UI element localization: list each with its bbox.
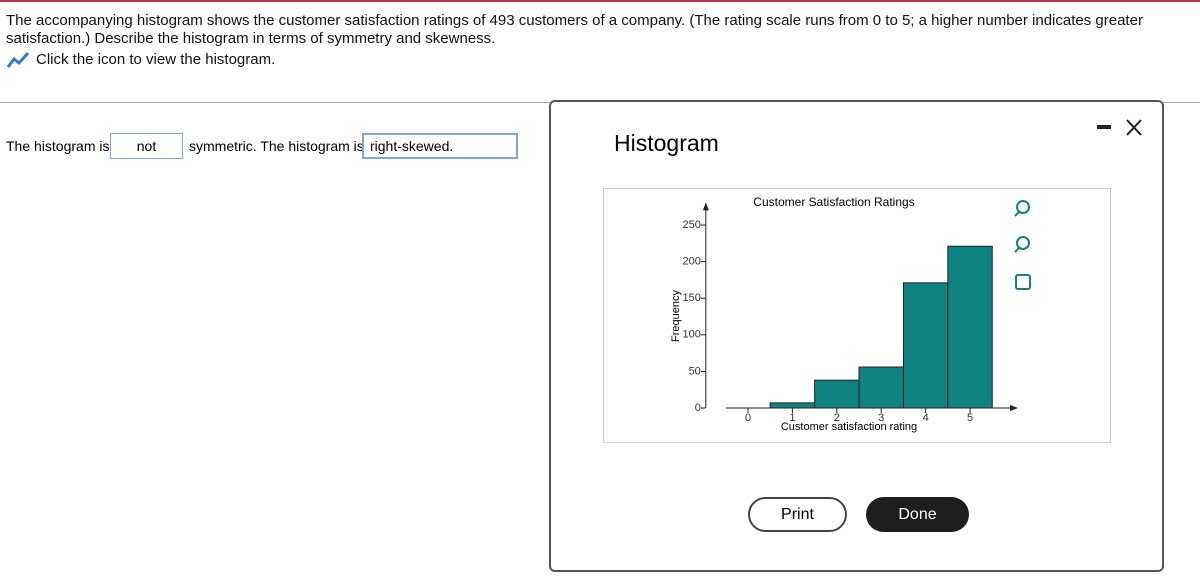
- bar: [858, 366, 904, 409]
- dialog-title: Histogram: [614, 130, 719, 156]
- view-link[interactable]: Click the icon to view the histogram.: [36, 51, 276, 68]
- zoom-tools[interactable]: [1014, 200, 1031, 290]
- x-tick-label: 1: [789, 412, 795, 424]
- chart-title: Customer Satisfaction Ratings: [753, 195, 914, 209]
- y-arrow: [702, 202, 709, 211]
- answer-prefix: The histogram is: [6, 138, 110, 154]
- bar: [902, 282, 949, 409]
- x-axis-label: Customer satisfaction rating: [781, 421, 917, 433]
- y-tick-label: 0: [695, 402, 701, 414]
- y-tick-label: 150: [682, 292, 700, 304]
- x-tick-label: 2: [834, 412, 840, 424]
- y-tick-label: 200: [682, 256, 700, 268]
- bar: [769, 402, 816, 409]
- answer-choice[interactable]: not: [110, 133, 183, 159]
- y-tick-label: 100: [682, 329, 700, 341]
- answer-middle: symmetric. The histogram is: [189, 138, 364, 154]
- dialog: [549, 100, 1164, 572]
- x-tick-label: 3: [878, 412, 884, 424]
- bar: [814, 379, 860, 409]
- x-tick-label: 5: [967, 412, 973, 424]
- x-tick-label: 0: [745, 412, 751, 424]
- top-rule: [0, 0, 1200, 2]
- print-button[interactable]: Print: [748, 497, 847, 532]
- chart-icon[interactable]: [6, 51, 30, 69]
- chart-frame: [603, 188, 1111, 443]
- x-arrow: [1010, 405, 1018, 411]
- answer-choice[interactable]: right-skewed.: [362, 133, 518, 159]
- done-button[interactable]: Done: [866, 497, 969, 532]
- y-tick-label: 50: [689, 365, 701, 377]
- y-axis-label: Frequency: [670, 290, 682, 342]
- y-tick-label: 250: [682, 219, 700, 231]
- bar: [947, 245, 993, 409]
- question-text: The accompanying histogram shows the cus…: [6, 12, 1143, 47]
- window-controls[interactable]: [1095, 117, 1145, 139]
- x-tick-label: 4: [923, 412, 929, 424]
